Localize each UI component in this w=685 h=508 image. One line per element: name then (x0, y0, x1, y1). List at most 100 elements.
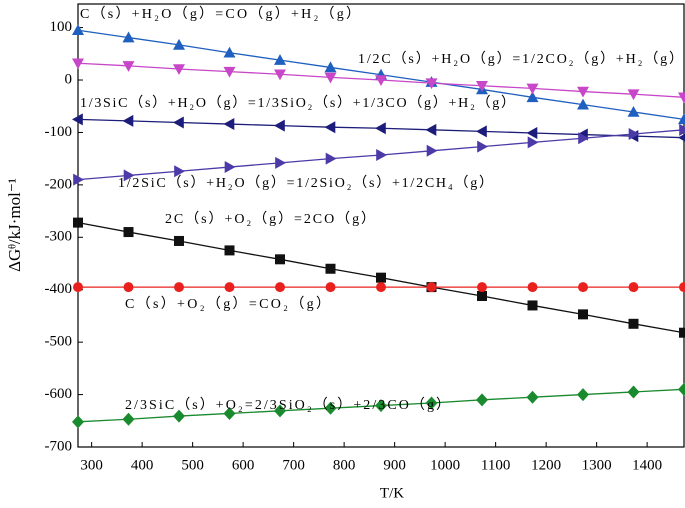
marker (174, 165, 185, 178)
marker (72, 24, 84, 36)
x-tick-label: 500 (181, 457, 204, 473)
marker (274, 54, 286, 65)
marker (274, 69, 286, 81)
marker (477, 282, 487, 293)
y-tick-label: -500 (45, 334, 73, 350)
marker (223, 118, 235, 131)
marker (678, 113, 685, 125)
marker (476, 80, 488, 92)
marker (275, 156, 286, 169)
marker (627, 385, 640, 399)
series-annotation: C（s）+O₂（g）=CO₂（g） (125, 296, 330, 312)
y-axis-label: ΔGᶿ/kJ·mol⁻¹ (5, 178, 24, 272)
marker (123, 169, 135, 182)
marker (122, 114, 134, 127)
marker (324, 72, 337, 84)
marker (275, 282, 285, 293)
marker (426, 282, 437, 293)
x-tick-label: 800 (333, 457, 356, 473)
marker (173, 64, 185, 76)
marker (73, 217, 83, 228)
series-annotation: 1/3SiC（s）+H₂O（g）=1/3SiO₂（s）+1/3CO（g）+H₂（… (80, 95, 515, 111)
marker (425, 123, 437, 136)
marker (173, 38, 185, 50)
series-annotation: 2C（s）+O₂（g）=2CO（g） (165, 211, 375, 227)
marker (274, 119, 285, 132)
marker (526, 83, 539, 95)
marker (375, 399, 387, 413)
marker (678, 382, 685, 396)
y-tick-label: 100 (50, 19, 73, 35)
x-tick-label: 900 (383, 457, 406, 473)
marker (628, 128, 640, 141)
marker (526, 126, 538, 139)
marker (678, 92, 685, 104)
marker (526, 390, 539, 404)
marker (324, 61, 337, 73)
marker (72, 113, 83, 126)
marker (173, 116, 184, 129)
marker (122, 412, 135, 426)
marker (73, 173, 84, 186)
marker (627, 105, 640, 117)
marker (224, 282, 235, 293)
marker (577, 388, 589, 402)
marker (526, 91, 539, 103)
marker (376, 282, 386, 293)
marker (628, 318, 639, 329)
y-tick-label: -300 (45, 229, 73, 245)
marker (477, 140, 488, 153)
y-tick-label: 0 (65, 71, 73, 87)
x-tick-label: 1100 (481, 457, 510, 473)
marker (376, 148, 387, 161)
x-axis-label: T/K (380, 485, 404, 501)
marker (577, 98, 589, 110)
marker (578, 132, 589, 145)
x-tick-label: 400 (131, 457, 154, 473)
marker (224, 245, 235, 256)
marker (325, 152, 337, 165)
marker (628, 282, 639, 293)
series-annotation: 1/2C（s）+H₂O（g）=1/2CO₂（g）+H₂（g） (358, 51, 683, 67)
marker (223, 66, 236, 78)
marker (224, 161, 236, 174)
marker (174, 235, 184, 246)
series-annotation: C（s）+H₂O（g）=CO（g）+H₂（g） (80, 6, 360, 22)
marker (325, 282, 336, 293)
y-tick-label: -100 (45, 124, 73, 140)
marker (679, 327, 685, 338)
marker (223, 46, 236, 58)
x-tick-label: 1000 (430, 457, 460, 473)
marker (324, 401, 337, 415)
marker (376, 272, 386, 283)
marker (122, 31, 135, 43)
marker (425, 396, 438, 410)
x-tick-label: 700 (282, 457, 305, 473)
x-tick-label: 300 (80, 457, 103, 473)
marker (325, 263, 336, 274)
marker (72, 415, 84, 429)
marker (425, 78, 438, 90)
marker (275, 254, 285, 265)
marker (578, 282, 588, 293)
marker (72, 58, 84, 70)
marker (679, 123, 685, 136)
marker (173, 409, 185, 423)
marker (476, 125, 487, 138)
marker (375, 122, 386, 135)
marker (375, 75, 387, 87)
series-annotation: 1/2SiC（s）+H₂O（g）=1/2SiO₂（s）+1/2CH₄（g） (118, 175, 493, 191)
marker (627, 89, 640, 101)
marker (123, 227, 134, 238)
marker (527, 136, 539, 149)
marker (476, 393, 488, 407)
marker (324, 121, 336, 134)
marker (174, 282, 184, 293)
marker (223, 406, 236, 420)
marker (527, 300, 538, 311)
marker (578, 309, 588, 320)
marker (73, 282, 83, 293)
x-tick-label: 1200 (531, 457, 561, 473)
x-tick-label: 1300 (582, 457, 612, 473)
